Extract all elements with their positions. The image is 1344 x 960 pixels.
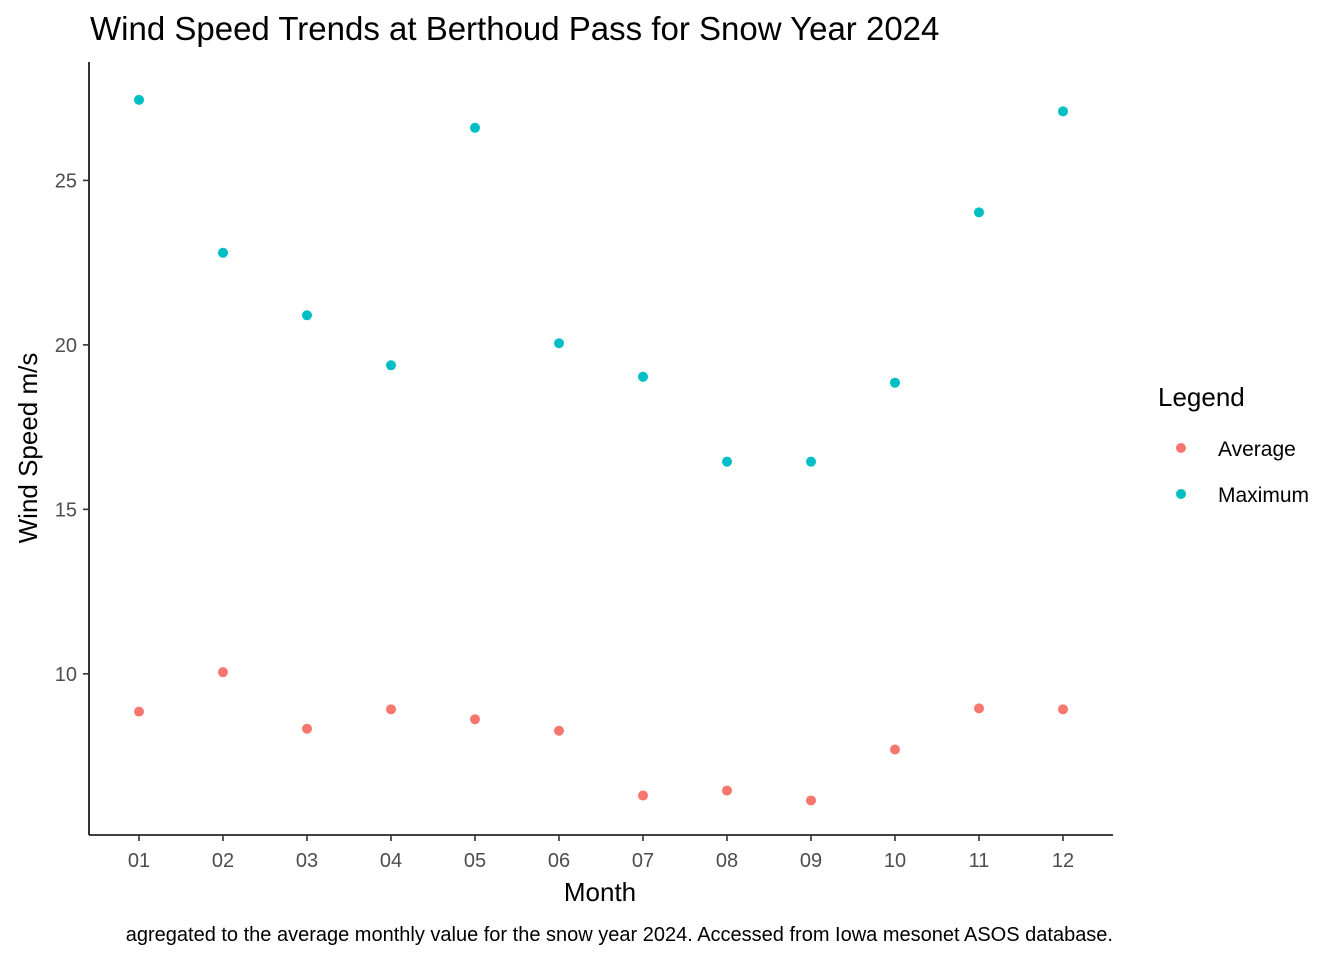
legend-label-maximum: Maximum [1218,484,1309,507]
x-tick-label: 03 [296,850,318,872]
data-point-maximum [470,122,480,133]
data-point-average [890,744,900,755]
data-point-maximum [722,456,732,467]
x-tick-label: 05 [464,850,486,872]
data-point-average [638,790,648,801]
series-maximum [134,94,1068,467]
data-point-maximum [974,207,984,218]
y-axis-title: Wind Speed m/s [13,353,43,544]
x-tick-label: 01 [128,850,150,872]
x-tick-label: 02 [212,850,234,872]
data-point-maximum [890,377,900,388]
data-point-maximum [386,360,396,371]
y-axis-ticks: 10 15 20 25 [55,170,89,686]
legend: Legend Average Maximum [1158,382,1309,507]
data-point-average [806,795,816,806]
data-point-maximum [134,94,144,105]
y-tick-label: 20 [55,335,77,357]
data-point-average [134,706,144,717]
legend-key-maximum [1176,489,1186,499]
series-average [134,667,1068,806]
data-point-maximum [302,310,312,321]
data-point-average [554,725,564,736]
legend-key-average [1176,443,1186,453]
legend-title: Legend [1158,382,1245,412]
data-point-maximum [218,247,228,258]
legend-items: Average Maximum [1176,438,1309,507]
chart-title: Wind Speed Trends at Berthoud Pass for S… [90,10,939,47]
data-point-average [1058,704,1068,715]
x-tick-label: 09 [800,850,822,872]
x-tick-label: 11 [969,850,990,872]
x-axis-title: Month [564,877,636,907]
y-tick-label: 10 [55,664,77,686]
data-point-average [470,714,480,725]
legend-label-average: Average [1218,438,1296,461]
x-tick-label: 10 [884,850,906,872]
x-tick-label: 04 [380,850,402,872]
data-point-average [386,704,396,715]
x-tick-label: 12 [1052,850,1074,872]
caption: agregated to the average monthly value f… [126,924,1113,946]
data-point-average [218,667,228,678]
data-point-maximum [806,456,816,467]
data-point-maximum [554,338,564,349]
data-point-maximum [638,371,648,382]
plot-area [134,94,1068,806]
data-point-maximum [1058,106,1068,117]
x-tick-label: 07 [632,850,654,872]
y-tick-label: 25 [55,170,77,192]
x-axis-ticks: 01 02 03 04 05 06 07 08 09 10 11 12 [128,835,1074,872]
x-tick-label: 08 [716,850,738,872]
data-point-average [302,723,312,734]
data-point-average [974,703,984,714]
x-tick-label: 06 [548,850,570,872]
data-point-average [722,785,732,796]
y-tick-label: 15 [55,499,77,521]
